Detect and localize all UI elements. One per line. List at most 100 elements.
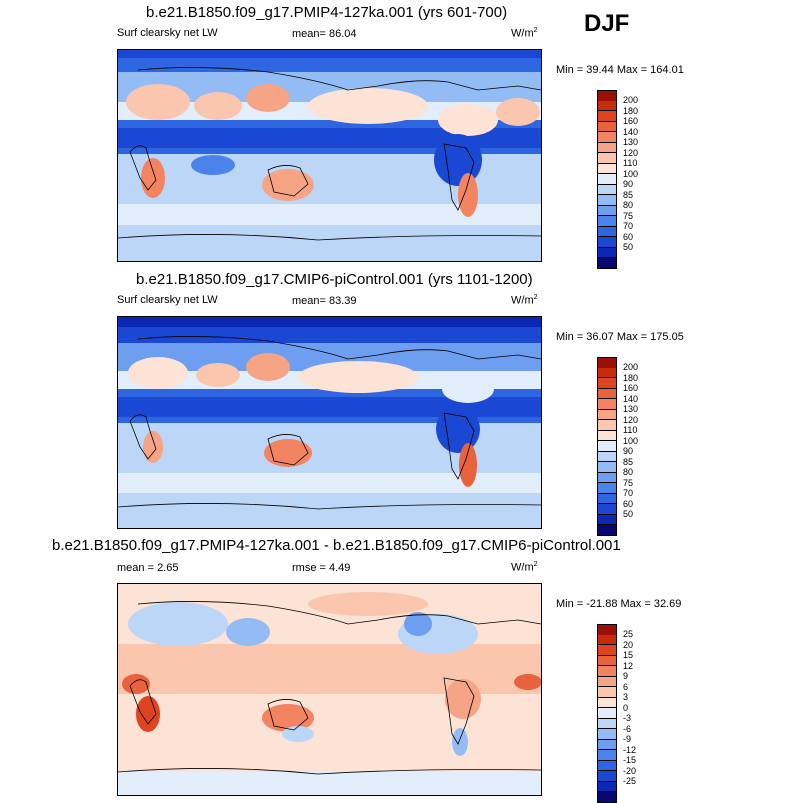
colorbar-label: 200 (623, 95, 639, 105)
colorbar-label: 160 (623, 383, 639, 393)
colorbar-label: 50 (623, 242, 634, 252)
colorbar-label: 6 (623, 681, 629, 692)
colorbar-swatch (597, 195, 617, 206)
panel2-map (117, 316, 542, 529)
colorbar-swatch (597, 687, 617, 698)
colorbar-swatch (597, 153, 617, 164)
colorbar-label: 90 (623, 446, 634, 456)
colorbar-label: -12 (623, 744, 637, 755)
colorbar-swatch (597, 697, 617, 708)
panel1-mean-label: mean= (292, 28, 326, 40)
colorbar-swatch (597, 760, 617, 771)
panel3-minmax: Min = -21.88 Max = 32.69 (556, 598, 682, 610)
colorbar-swatch (597, 163, 617, 174)
colorbar-label: 25 (623, 629, 634, 639)
colorbar-swatch (597, 420, 617, 431)
colorbar-swatch (597, 237, 617, 248)
colorbar-label: 200 (623, 362, 639, 372)
colorbar-label: 180 (623, 105, 639, 116)
colorbar-label: 90 (623, 179, 634, 189)
colorbar-swatch (597, 174, 617, 185)
colorbar-label: 140 (623, 393, 639, 404)
panel2-title: b.e21.B1850.f09_g17.CMIP6-piControl.001 … (136, 271, 533, 288)
colorbar-label: 9 (623, 671, 629, 681)
colorbar-label: 60 (623, 231, 634, 242)
colorbar-label: 110 (623, 158, 638, 168)
colorbar-label: -20 (623, 765, 637, 776)
colorbar-label: 20 (623, 639, 634, 650)
colorbar-label: 12 (623, 660, 634, 671)
colorbar-swatch (597, 142, 617, 153)
colorbar-label: 160 (623, 116, 639, 126)
colorbar-swatch (597, 247, 617, 258)
colorbar-swatch (597, 111, 617, 122)
colorbar-label: 100 (623, 168, 639, 179)
colorbar-swatch (597, 441, 617, 452)
colorbar-label: 50 (623, 509, 634, 519)
colorbar-swatch (597, 409, 617, 420)
panel2-units-base: W/m (511, 294, 534, 307)
colorbar-swatch (597, 718, 617, 729)
colorbar-label: 75 (623, 210, 634, 221)
colorbar-swatch (597, 216, 617, 227)
panel3-units-exp: 2 (533, 561, 538, 568)
colorbar-swatch (597, 525, 617, 536)
colorbar-label: 120 (623, 147, 639, 158)
colorbar-label: 140 (623, 126, 639, 137)
colorbar-label: 120 (623, 414, 639, 425)
colorbar-label: 3 (623, 692, 629, 702)
colorbar-label: 75 (623, 477, 634, 488)
panel3-mean-label: mean = (117, 562, 154, 574)
colorbar-label: 130 (623, 404, 639, 414)
panel3-colorbar: 25 20 15 12 9 6 3 0 -3 -6 -9 -12 -15 -20 -25 (597, 624, 647, 803)
colorbar-swatch (597, 781, 617, 792)
colorbar-swatch (597, 739, 617, 750)
colorbar-swatch (597, 514, 617, 525)
colorbar-swatch (597, 367, 617, 378)
colorbar-swatch (597, 472, 617, 483)
colorbar-swatch (597, 645, 617, 656)
colorbar-swatch (597, 100, 617, 111)
season-label: DJF (584, 10, 630, 37)
colorbar-swatch (597, 205, 617, 216)
panel1-minmax: Min = 39.44 Max = 164.01 (556, 64, 684, 76)
panel3-units: W/m2 (511, 561, 538, 574)
colorbar-swatch (597, 771, 617, 782)
panel3-title: b.e21.B1850.f09_g17.PMIP4-127ka.001 - b.… (52, 537, 621, 554)
panel3-mean-value: 2.65 (157, 562, 179, 574)
colorbar-swatch (597, 634, 617, 645)
colorbar-swatch (597, 399, 617, 410)
colorbar-label: 0 (623, 702, 629, 713)
panel2-mean-value: 83.39 (329, 295, 357, 307)
panel2-mean-label: mean= (292, 295, 326, 307)
colorbar-label: 15 (623, 650, 634, 660)
panel1-units: W/m2 (511, 27, 538, 40)
colorbar-swatch (597, 750, 617, 761)
colorbar-swatch (597, 676, 617, 687)
colorbar-label: 80 (623, 467, 634, 477)
panel2-variable: Surf clearsky net LW (117, 294, 218, 306)
colorbar-swatch (597, 132, 617, 143)
panel3-rmse: rmse = 4.49 (292, 562, 350, 574)
colorbar-label: -9 (623, 734, 632, 744)
panel3-map (117, 583, 542, 796)
colorbar-swatch (597, 708, 617, 719)
colorbar-swatch (597, 483, 617, 494)
panel3-units-base: W/m (511, 561, 534, 574)
colorbar-label: 130 (623, 137, 639, 147)
colorbar-swatch (597, 729, 617, 740)
panel1-mean-value: 86.04 (329, 28, 357, 40)
colorbar-swatch (597, 792, 617, 803)
colorbar-label: -3 (623, 713, 632, 723)
panel1-colorbar: 200 180 160 140 130 120 110 100 90 85 80 75 70 60 50 (597, 90, 647, 269)
colorbar-swatch (597, 451, 617, 462)
colorbar-label: 85 (623, 189, 634, 200)
colorbar-swatch (597, 655, 617, 666)
colorbar-label: 70 (623, 488, 634, 498)
panel1-mean: mean= 86.04 (292, 28, 357, 40)
panel1-units-exp: 2 (533, 27, 538, 34)
colorbar-swatch (597, 388, 617, 399)
colorbar-label: 110 (623, 425, 638, 435)
colorbar-label: -6 (623, 723, 632, 734)
panel3-mean: mean = 2.65 (117, 562, 178, 574)
